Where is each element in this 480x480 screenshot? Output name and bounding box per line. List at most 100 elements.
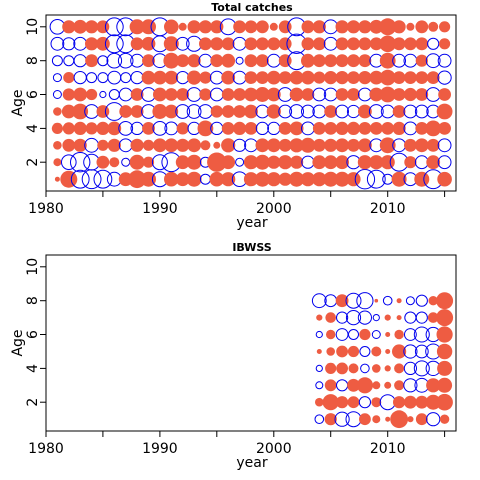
bubble-2004-age-7 [316,314,323,321]
bubble-1990-age-2 [151,154,168,171]
bubble-2000-age-10 [269,22,278,31]
bubble-2003-age-3 [300,137,316,153]
bubble-1991-age-6 [164,88,178,101]
bubble-2015-age-7 [436,309,454,327]
bubble-2012-age-10 [406,22,415,31]
bubble-2015-age-3 [437,138,452,153]
bubble-2015-age-3 [437,377,453,393]
bubble-2007-age-4 [348,363,359,374]
bubble-1989-age-4 [142,121,155,135]
bubble-1998-age-6 [244,87,258,102]
bubble-1995-age-3 [213,141,221,149]
bubble-2014-age-6 [425,87,441,102]
bubble-2006-age-10 [335,20,349,34]
bubble-2015-age-7 [437,70,452,85]
y-tick-label: 4 [25,364,41,373]
bubble-2002-age-4 [289,121,304,136]
bubble-1989-age-9 [141,36,156,51]
bubble-2009-age-7 [372,314,380,322]
bubble-1997-age-3 [233,138,247,152]
bubble-1985-age-3 [97,139,109,151]
bubble-2009-age-2 [369,155,384,170]
bubble-1987-age-5 [119,105,133,118]
bubble-1996-age-5 [221,105,235,118]
bubble-1999-age-9 [256,37,269,51]
bubble-1998-age-4 [244,121,258,135]
bubble-2013-age-4 [413,360,430,377]
bubble-1999-age-6 [254,87,270,102]
bubble-1982-age-9 [62,37,76,51]
bubble-1983-age-4 [73,121,87,135]
bubble-2012-age-6 [403,87,417,102]
x-tick-label: 2000 [256,201,292,217]
bubble-2013-age-7 [415,71,429,84]
bubble-2011-age-1 [391,171,407,187]
bubble-1990-age-7 [153,70,167,85]
bubble-2013-age-5 [414,344,429,359]
bubble-2011-age-10 [392,20,406,34]
bubble-2013-age-1 [414,171,430,187]
bubble-1996-age-4 [221,121,235,135]
bubble-1982-age-10 [62,20,76,34]
bubble-2015-age-6 [436,326,453,343]
bubble-1987-age-7 [120,72,132,84]
bubble-2001-age-8 [278,54,292,68]
bubble-1995-age-2 [207,152,227,172]
bubble-1991-age-7 [164,70,179,85]
chart-title-ibwss: IBWSS [232,241,271,254]
bubble-2008-age-10 [358,20,372,34]
bubble-2009-age-4 [372,364,381,373]
y-tick-label: 2 [25,398,41,407]
bubble-1987-age-6 [118,87,133,102]
bubble-2014-age-10 [428,21,439,32]
bubble-2002-age-7 [289,70,304,85]
bubble-2010-age-4 [384,365,391,372]
bubble-2000-age-4 [267,121,281,135]
bubble-1992-age-5 [175,104,191,119]
bubble-2012-age-6 [404,328,417,341]
bubble-2007-age-5 [346,104,361,119]
y-tick-label: 8 [25,56,41,65]
bubble-1985-age-4 [96,121,110,135]
y-axis-label: Age [10,329,26,356]
bubble-2012-age-8 [405,296,415,306]
bubble-1982-age-5 [61,104,76,119]
bubble-2004-age-5 [316,349,322,354]
bubble-1987-age-4 [118,120,134,136]
bubble-2006-age-5 [335,104,350,119]
x-tick-label: 2000 [256,441,292,457]
bubble-2006-age-1 [334,411,350,427]
bubble-2010-age-3 [384,381,392,389]
bubble-1993-age-6 [186,87,202,102]
bubble-2011-age-2 [393,396,406,409]
bubble-2011-age-4 [394,363,405,374]
bubble-1990-age-3 [153,138,167,153]
bubble-2008-age-4 [360,363,370,374]
bubble-2002-age-3 [289,138,304,153]
bubble-1992-age-7 [176,71,190,85]
bubble-1988-age-10 [129,19,145,35]
bubble-2012-age-2 [404,156,417,169]
bubble-2007-age-10 [346,20,361,34]
bubble-2014-age-4 [425,120,442,137]
bubble-1991-age-10 [164,19,179,35]
bubble-1992-age-6 [176,88,190,101]
bubble-2008-age-3 [358,138,372,153]
bubble-1986-age-7 [107,70,122,85]
bubble-2004-age-7 [313,71,326,84]
bubble-1997-age-2 [235,157,245,167]
bubble-2015-age-1 [439,414,450,424]
bubble-2003-age-1 [300,172,315,187]
bubble-1999-age-2 [254,154,270,170]
bubble-1994-age-9 [199,37,212,51]
bubble-1992-age-4 [176,122,189,135]
bubble-1984-age-9 [85,37,99,51]
bubble-1995-age-9 [210,37,224,51]
bubble-1996-age-2 [221,155,236,170]
bubble-1991-age-8 [163,52,180,69]
bubble-1997-age-6 [233,88,247,101]
chart-title-total-catches: Total catches [211,1,293,14]
x-axis-label: year [236,455,267,471]
bubble-2013-age-5 [414,104,429,119]
bubble-1983-age-5 [72,103,89,120]
